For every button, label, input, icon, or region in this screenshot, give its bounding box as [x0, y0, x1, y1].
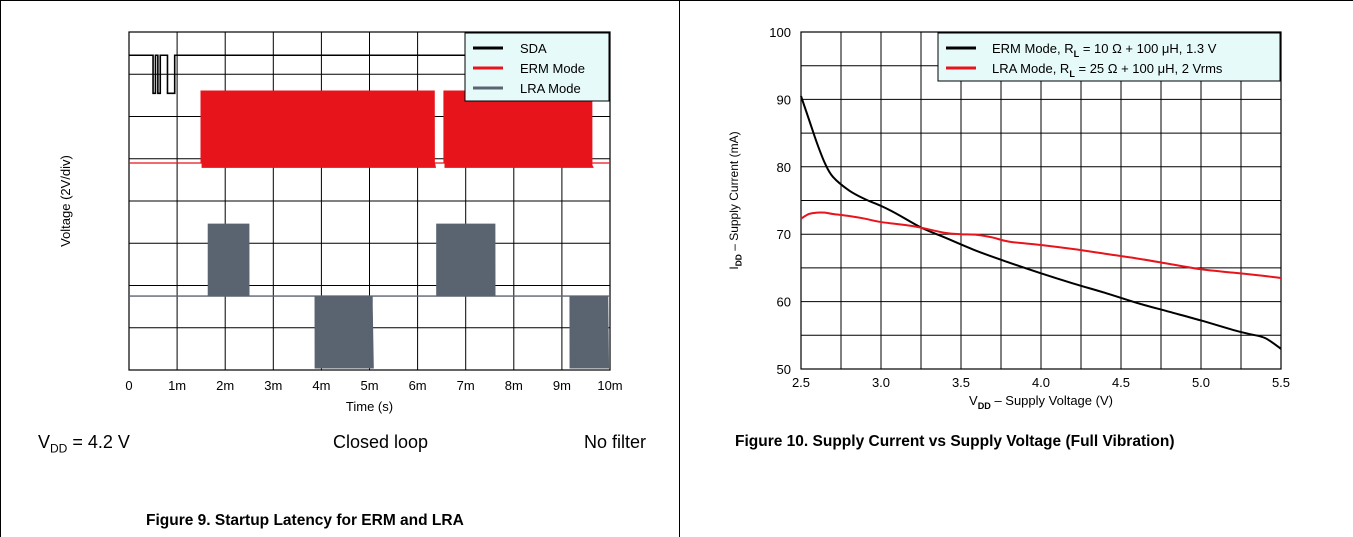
lra-trace	[129, 223, 610, 369]
x-tick-label: 3m	[264, 378, 282, 393]
x-tick-label: 3.5	[952, 375, 970, 390]
lra-current-line	[800, 211, 1282, 280]
x-tick-label: 5m	[360, 378, 378, 393]
plot-border	[800, 31, 1282, 370]
x-tick-label: 10m	[597, 378, 622, 393]
x-tick-label: 3.0	[872, 375, 890, 390]
y-axis-label: Voltage (2V/div)	[58, 155, 73, 247]
figure-9-caption: Figure 9. Startup Latency for ERM and LR…	[146, 512, 464, 529]
x-tick-label: 5.5	[1272, 375, 1290, 390]
legend-label: LRA Mode, RL = 25 Ω + 100 μH, 2 Vrms	[992, 61, 1223, 79]
legend-label: LRA Mode	[520, 81, 581, 96]
y-tick-label: 80	[777, 160, 791, 175]
x-tick-label: 0	[125, 378, 132, 393]
startup-latency-chart: 0 1m 2m 3m 4m 5m 6m 7m 8m 9m 10m Time (s) Voltage (2…	[58, 31, 623, 414]
legend-label: ERM Mode, RL = 10 Ω + 100 μH, 1.3 V	[992, 41, 1217, 59]
x-tick-label: 2m	[216, 378, 234, 393]
y-tick-label: 100	[769, 25, 791, 40]
x-tick-label: 1m	[168, 378, 186, 393]
plot-border	[128, 31, 611, 371]
vdd-condition: VDD = 4.2 V	[38, 432, 130, 456]
y-tick-label: 90	[777, 92, 791, 107]
x-tick-label: 9m	[553, 378, 571, 393]
x-tick-label: 2.5	[792, 375, 810, 390]
x-tick-label: 4.5	[1112, 375, 1130, 390]
legend-label: ERM Mode	[520, 61, 585, 76]
x-tick-label: 4m	[312, 378, 330, 393]
x-axis-label: Time (s)	[346, 399, 393, 414]
y-axis-label: IDD – Supply Current (mA)	[727, 131, 744, 269]
erm-current-line	[800, 95, 1282, 350]
y-tick-label: 50	[777, 362, 791, 377]
filter-condition: No filter	[584, 432, 647, 452]
left-border	[0, 0, 1, 537]
y-tick-label: 70	[777, 227, 791, 242]
x-tick-label: 4.0	[1032, 375, 1050, 390]
legend-box	[937, 32, 1281, 82]
figure-10-caption: Figure 10. Supply Current vs Supply Volt…	[735, 433, 1175, 450]
sda-trace	[129, 54, 610, 95]
x-tick-label: 8m	[505, 378, 523, 393]
x-tick-label: 7m	[457, 378, 475, 393]
x-tick-label: 6m	[409, 378, 427, 393]
x-axis-label: VDD – Supply Voltage (V)	[969, 393, 1113, 411]
loop-condition: Closed loop	[333, 432, 429, 452]
x-tick-label: 5.0	[1192, 375, 1210, 390]
panel-divider	[679, 0, 680, 537]
y-tick-label: 60	[777, 295, 791, 310]
erm-trace	[129, 90, 610, 168]
legend-label: SDA	[520, 41, 547, 56]
top-border	[0, 0, 1353, 1]
